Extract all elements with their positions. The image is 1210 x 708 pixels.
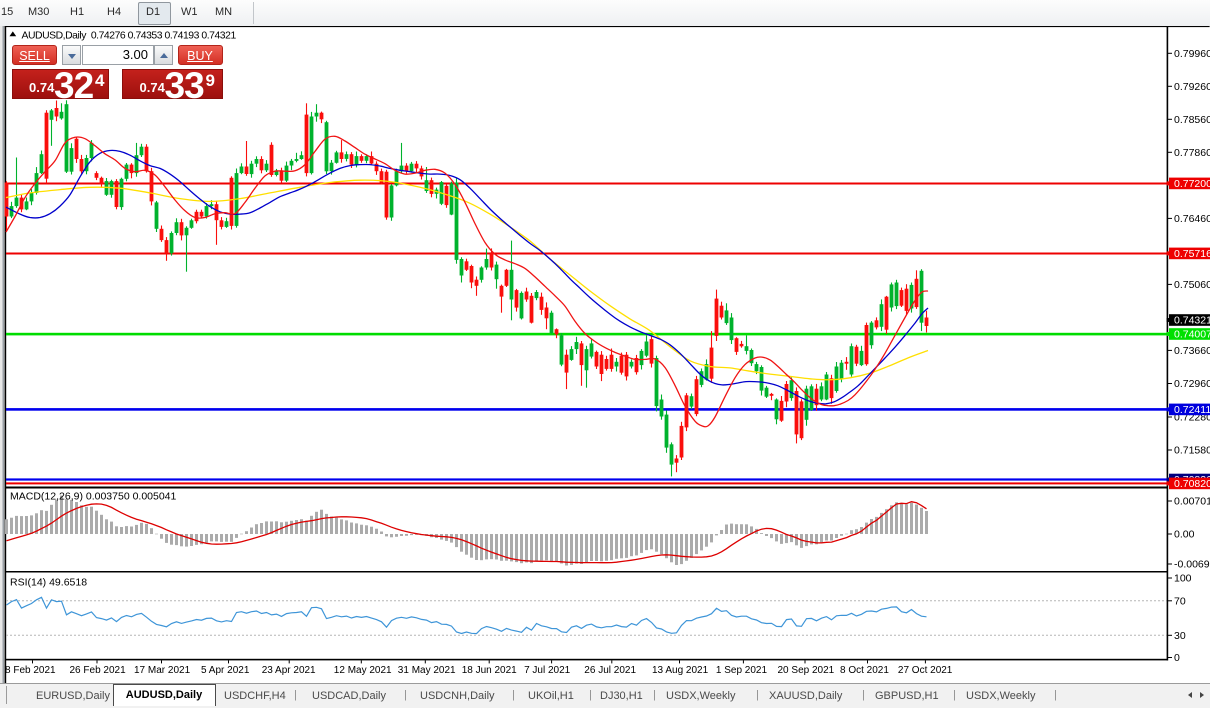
svg-text:0.79260: 0.79260 [1174, 81, 1210, 93]
svg-text:0.76460: 0.76460 [1174, 213, 1210, 225]
svg-text:MACD(12,26,9) 0.003750 0.00504: MACD(12,26,9) 0.003750 0.005041 [10, 491, 177, 503]
svg-text:0.00: 0.00 [1174, 529, 1195, 541]
svg-text:31 May 2021: 31 May 2021 [398, 665, 456, 676]
svg-text:26 Jul 2021: 26 Jul 2021 [584, 665, 636, 676]
svg-text:0.75060: 0.75060 [1174, 279, 1210, 291]
svg-text:0.77200: 0.77200 [1174, 178, 1210, 190]
svg-text:7 Jul 2021: 7 Jul 2021 [524, 665, 571, 676]
svg-text:0.007015: 0.007015 [1174, 496, 1210, 508]
svg-text:26 Feb 2021: 26 Feb 2021 [70, 665, 127, 676]
svg-text:30: 30 [1174, 630, 1186, 642]
svg-text:17 Mar 2021: 17 Mar 2021 [134, 665, 191, 676]
svg-text:5 Apr 2021: 5 Apr 2021 [201, 665, 250, 676]
svg-text:0.71580: 0.71580 [1174, 445, 1210, 457]
svg-text:18 Jun 2021: 18 Jun 2021 [462, 665, 517, 676]
svg-text:12 May 2021: 12 May 2021 [334, 665, 392, 676]
svg-text:0.74321: 0.74321 [1174, 315, 1210, 327]
svg-text:0.75716: 0.75716 [1174, 248, 1210, 260]
svg-text:0.70820: 0.70820 [1174, 478, 1210, 490]
svg-text:100: 100 [1174, 573, 1192, 585]
svg-text:0.73660: 0.73660 [1174, 345, 1210, 357]
svg-text:70: 70 [1174, 595, 1186, 607]
svg-text:27 Oct 2021: 27 Oct 2021 [898, 665, 953, 676]
svg-text:0.78560: 0.78560 [1174, 114, 1210, 126]
svg-text:8 Oct 2021: 8 Oct 2021 [840, 665, 889, 676]
svg-text:0.74007: 0.74007 [1174, 329, 1210, 341]
svg-text:0: 0 [1174, 652, 1180, 664]
svg-text:0.77860: 0.77860 [1174, 147, 1210, 159]
svg-text:RSI(14) 49.6518: RSI(14) 49.6518 [10, 577, 87, 589]
svg-text:AUDUSD,Daily 0.74276 0.74353: AUDUSD,Daily 0.74276 0.74353 0.74193 0.7… [22, 31, 237, 42]
svg-text:1 Sep 2021: 1 Sep 2021 [716, 665, 768, 676]
svg-text:0.79960: 0.79960 [1174, 48, 1210, 60]
svg-text:0.72960: 0.72960 [1174, 378, 1210, 390]
svg-text:0.72411: 0.72411 [1174, 404, 1210, 416]
svg-text:-0.006923: -0.006923 [1174, 559, 1210, 571]
svg-text:20 Sep 2021: 20 Sep 2021 [778, 665, 835, 676]
svg-text:23 Apr 2021: 23 Apr 2021 [262, 665, 316, 676]
svg-text:8 Feb 2021: 8 Feb 2021 [5, 665, 56, 676]
svg-text:13 Aug 2021: 13 Aug 2021 [652, 665, 709, 676]
